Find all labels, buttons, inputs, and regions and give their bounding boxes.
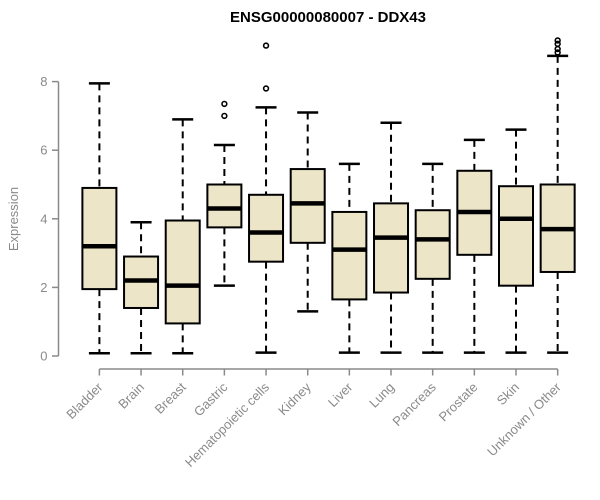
x-tick-label-prostate: Prostate [436, 380, 481, 425]
y-tick-label: 4 [40, 211, 47, 226]
iqr-box [414, 209, 451, 280]
x-tick-label-skin: Skin [494, 380, 522, 408]
x-tick-label-lung: Lung [366, 380, 397, 411]
y-tick-label: 8 [40, 74, 47, 89]
x-tick-label-breast: Breast [152, 379, 189, 416]
outlier-point [554, 40, 561, 48]
outlier-point [262, 85, 270, 92]
box-bladder [81, 82, 118, 355]
iqr-box [331, 210, 368, 301]
box-hematopoietic-cells [248, 42, 285, 354]
x-tick-label-bladder: Bladder [63, 379, 106, 422]
x-tick-label-gastric: Gastric [191, 379, 231, 419]
outlier-point [221, 100, 228, 108]
iqr-box [206, 183, 243, 229]
box-pancreas [414, 162, 451, 354]
x-tick-label-brain: Brain [115, 380, 147, 412]
y-tick-label: 6 [40, 143, 47, 158]
y-axis-label: Expression [6, 187, 21, 251]
y-tick-label: 2 [40, 280, 47, 295]
outlier-point [554, 49, 561, 56]
box-gastric [206, 100, 243, 287]
y-tick-label: 0 [40, 349, 47, 364]
iqr-box [289, 168, 326, 244]
x-tick-label-liver: Liver [325, 379, 356, 410]
box-kidney [289, 111, 326, 313]
outlier-point [554, 45, 561, 53]
box-lung [373, 121, 410, 354]
box-skin [498, 128, 534, 354]
outlier-point [262, 42, 270, 49]
x-tick-label-pancreas: Pancreas [389, 379, 439, 429]
box-unknown-other [539, 37, 576, 354]
y-axis: 0 2 4 6 8 [40, 74, 60, 364]
outlier-point [221, 112, 228, 120]
iqr-box [498, 185, 534, 287]
box-liver [331, 162, 368, 354]
iqr-box [164, 219, 201, 325]
box-prostate [456, 138, 493, 354]
box-brain [123, 220, 160, 355]
x-tick-label-unknown-other: Unknown / Other [484, 379, 564, 459]
outlier-point [554, 37, 561, 44]
x-tick-label-kidney: Kidney [275, 379, 314, 418]
iqr-box [81, 186, 118, 291]
iqr-box [373, 202, 410, 294]
iqr-box [248, 193, 285, 263]
box-breast [164, 118, 201, 355]
chart-title: ENSG00000080007 - DDX43 [230, 9, 426, 26]
